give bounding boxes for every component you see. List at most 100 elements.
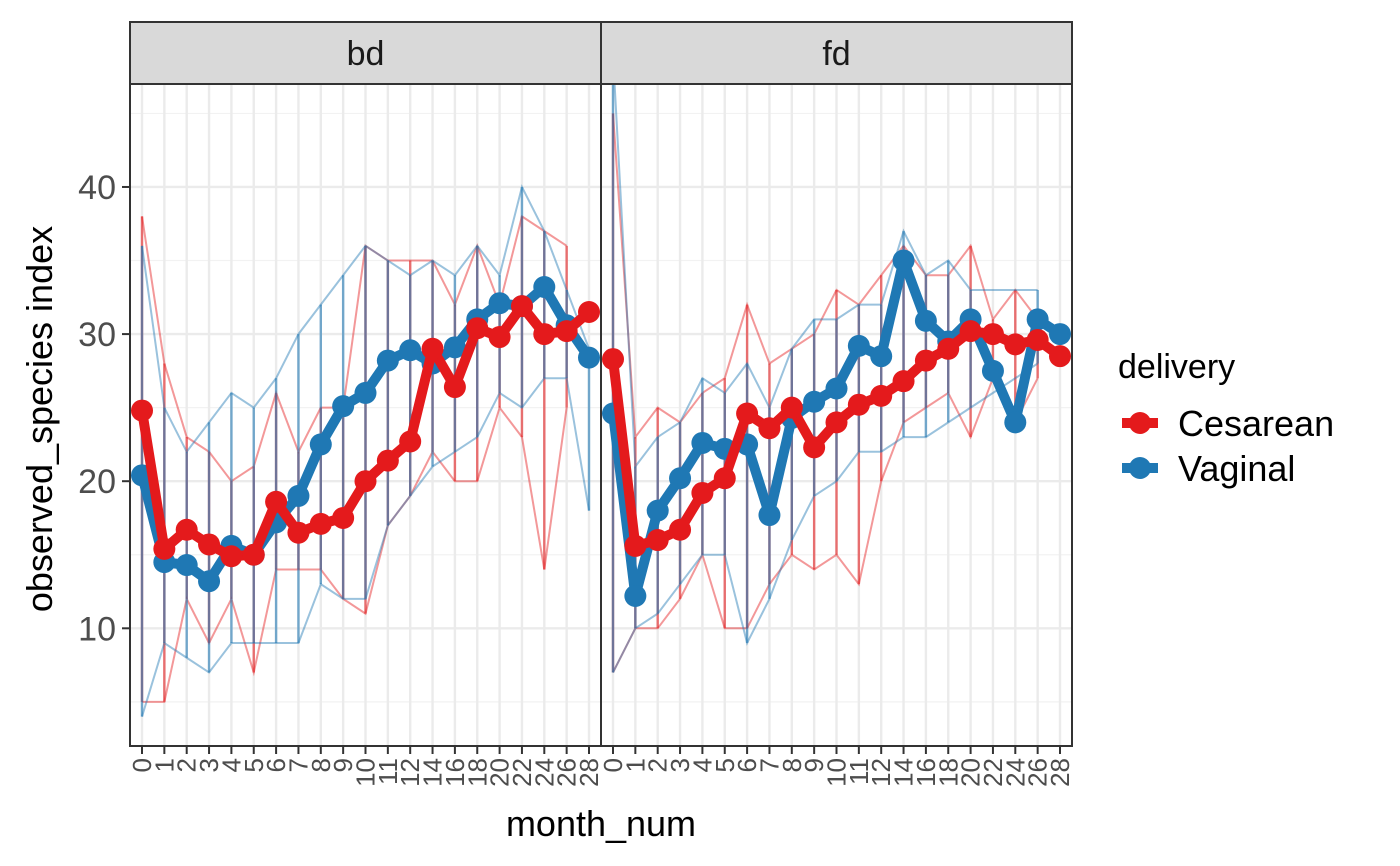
x-tick-label: 24 [529, 758, 559, 787]
x-tick-label: 24 [1000, 758, 1030, 787]
mean-point [847, 334, 870, 357]
mean-point [825, 377, 848, 400]
y-tick-label: 20 [78, 463, 116, 501]
mean-point [1026, 308, 1049, 331]
x-tick-label: 28 [1045, 758, 1075, 787]
range-envelope-min [141, 377, 590, 717]
range-envelope-max [612, 113, 1039, 440]
mean-point [691, 481, 714, 504]
mean-point [624, 534, 647, 557]
legend-entry-cesarean: Cesarean [1122, 403, 1334, 444]
x-tick-label: 2 [172, 758, 202, 772]
mean-point [332, 506, 355, 529]
mean-point [309, 512, 332, 535]
x-tick-label: 9 [799, 758, 829, 772]
mean-point [443, 336, 466, 359]
x-tick-label: 12 [395, 758, 425, 787]
mean-point [488, 326, 511, 349]
mean-point [131, 399, 153, 422]
mean-point [758, 417, 781, 440]
range-envelope-min [142, 405, 568, 703]
mean-point [870, 345, 893, 368]
mean-point [220, 545, 243, 568]
mean-point [758, 504, 781, 527]
mean-point [198, 570, 221, 593]
x-tick-label: 7 [283, 758, 313, 772]
mean-point [510, 295, 533, 318]
mean-point [466, 317, 489, 340]
mean-point [376, 349, 399, 372]
mean-point [265, 490, 288, 513]
x-tick-label: 22 [507, 758, 537, 787]
legend-label: Vaginal [1178, 448, 1295, 489]
mean-point [376, 449, 399, 472]
mean-point [175, 518, 198, 541]
facet-strip [129, 21, 602, 85]
mean-point [309, 433, 332, 456]
range-envelope-max [612, 54, 1038, 470]
mean-point [1049, 323, 1071, 346]
y-tick-label: 30 [78, 316, 116, 354]
x-tick-label: 3 [665, 758, 695, 772]
x-tick-label: 26 [1023, 758, 1053, 787]
x-tick-label: 18 [933, 758, 963, 787]
mean-point [354, 381, 377, 404]
mean-point [533, 276, 556, 299]
mean-point [488, 292, 511, 315]
x-tick-label: 11 [844, 758, 874, 785]
x-tick-label: 6 [732, 758, 762, 772]
x-tick-label: 4 [216, 758, 246, 772]
legend-entry-vaginal: Vaginal [1122, 448, 1295, 489]
x-tick-label: 1 [149, 758, 179, 772]
x-tick-label: 9 [328, 758, 358, 772]
x-tick-label: 22 [978, 758, 1008, 787]
mean-point [354, 470, 377, 493]
series-vaginal-range [611, 54, 1039, 673]
x-tick-label: 28 [574, 758, 604, 787]
mean-point [332, 395, 355, 418]
mean-point [914, 349, 937, 372]
mean-point [914, 309, 937, 332]
mean-point [153, 537, 176, 560]
x-tick-label: 1 [620, 758, 650, 772]
mean-point [669, 518, 692, 541]
mean-point [602, 348, 624, 371]
legend-key-point [1129, 412, 1151, 434]
x-tick-label: 14 [889, 758, 919, 787]
mean-point [175, 554, 198, 577]
mean-point [578, 346, 600, 369]
facet-panel-bd: bd01234567891011121416182022242628102030… [78, 21, 604, 787]
series-vaginal-mean [602, 249, 1071, 607]
mean-point [198, 533, 221, 556]
x-tick-label: 12 [866, 758, 896, 787]
mean-point [646, 499, 669, 522]
range-envelope-min [612, 362, 1039, 673]
mean-point [1004, 411, 1027, 434]
mean-point [1026, 328, 1049, 351]
mean-point [892, 249, 915, 272]
mean-point [1049, 345, 1071, 368]
mean-point [533, 323, 556, 346]
legend-label: Cesarean [1178, 403, 1334, 444]
mean-point [443, 376, 466, 399]
x-tick-label: 16 [911, 758, 941, 787]
x-tick-label: 11 [373, 758, 403, 785]
facet-strip-label: bd [347, 35, 385, 73]
facet-strip-label: fd [822, 35, 850, 73]
facet-panels: bd01234567891011121416182022242628102030… [78, 21, 1075, 787]
mean-point [242, 543, 265, 566]
x-tick-label: 6 [261, 758, 291, 772]
x-tick-label: 8 [777, 758, 807, 772]
mean-point [399, 339, 422, 362]
facet-strip [600, 21, 1073, 85]
mean-point [780, 396, 803, 419]
x-tick-label: 20 [485, 758, 515, 787]
mean-point [421, 337, 444, 360]
mean-point [713, 467, 736, 490]
mean-point [981, 323, 1004, 346]
range-envelope-min [612, 375, 1039, 673]
series-cesarean-mean [602, 320, 1071, 557]
